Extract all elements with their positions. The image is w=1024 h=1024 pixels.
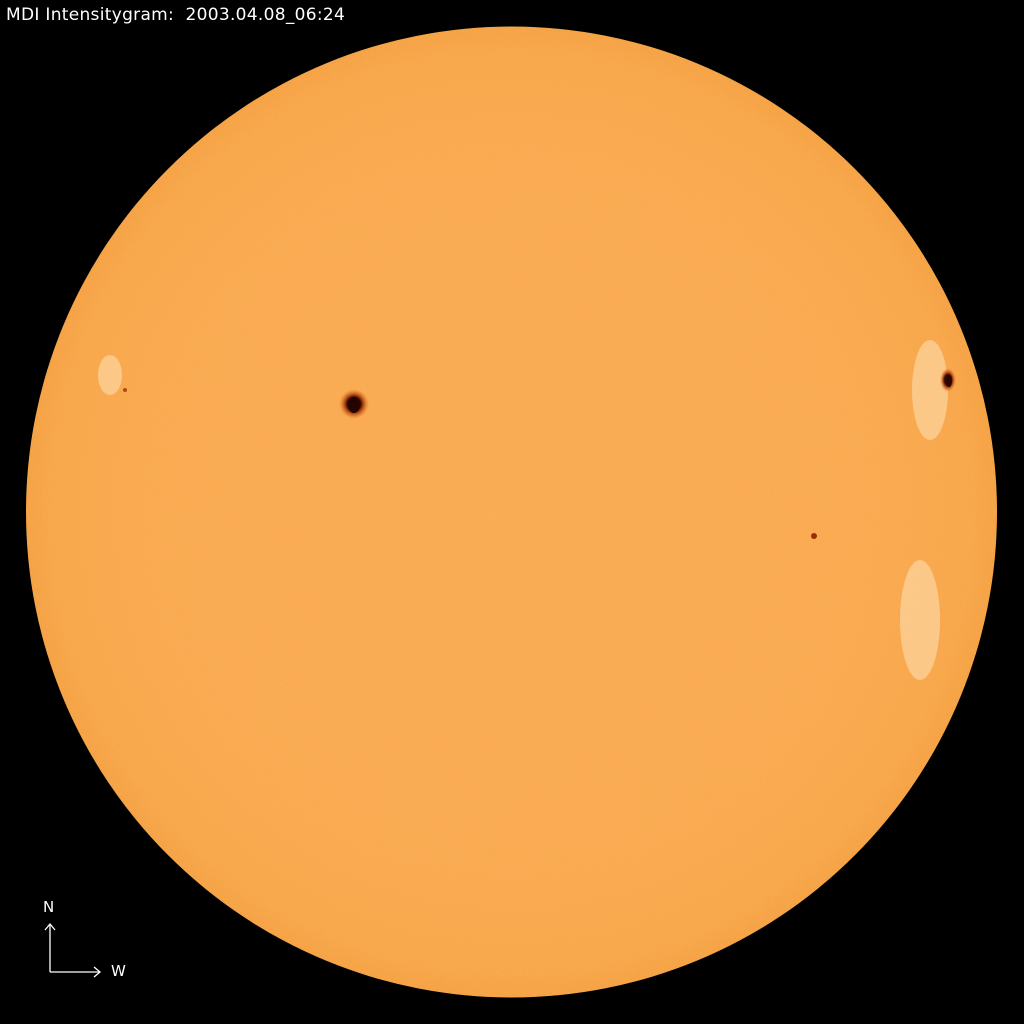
sunspot [811, 533, 817, 539]
image-title: MDI Intensitygram: 2003.04.08_06:24 [6, 5, 345, 25]
north-label: N [43, 898, 55, 916]
sunspot [123, 388, 127, 392]
sunspot [946, 375, 952, 387]
sunspot [348, 397, 360, 413]
west-label: W [111, 962, 126, 980]
compass-arrows [44, 922, 102, 978]
instrument-label: MDI Intensitygram: [6, 5, 175, 25]
disk-granulation [26, 26, 997, 998]
timestamp: 2003.04.08_06:24 [185, 5, 346, 25]
faculae [98, 340, 948, 680]
